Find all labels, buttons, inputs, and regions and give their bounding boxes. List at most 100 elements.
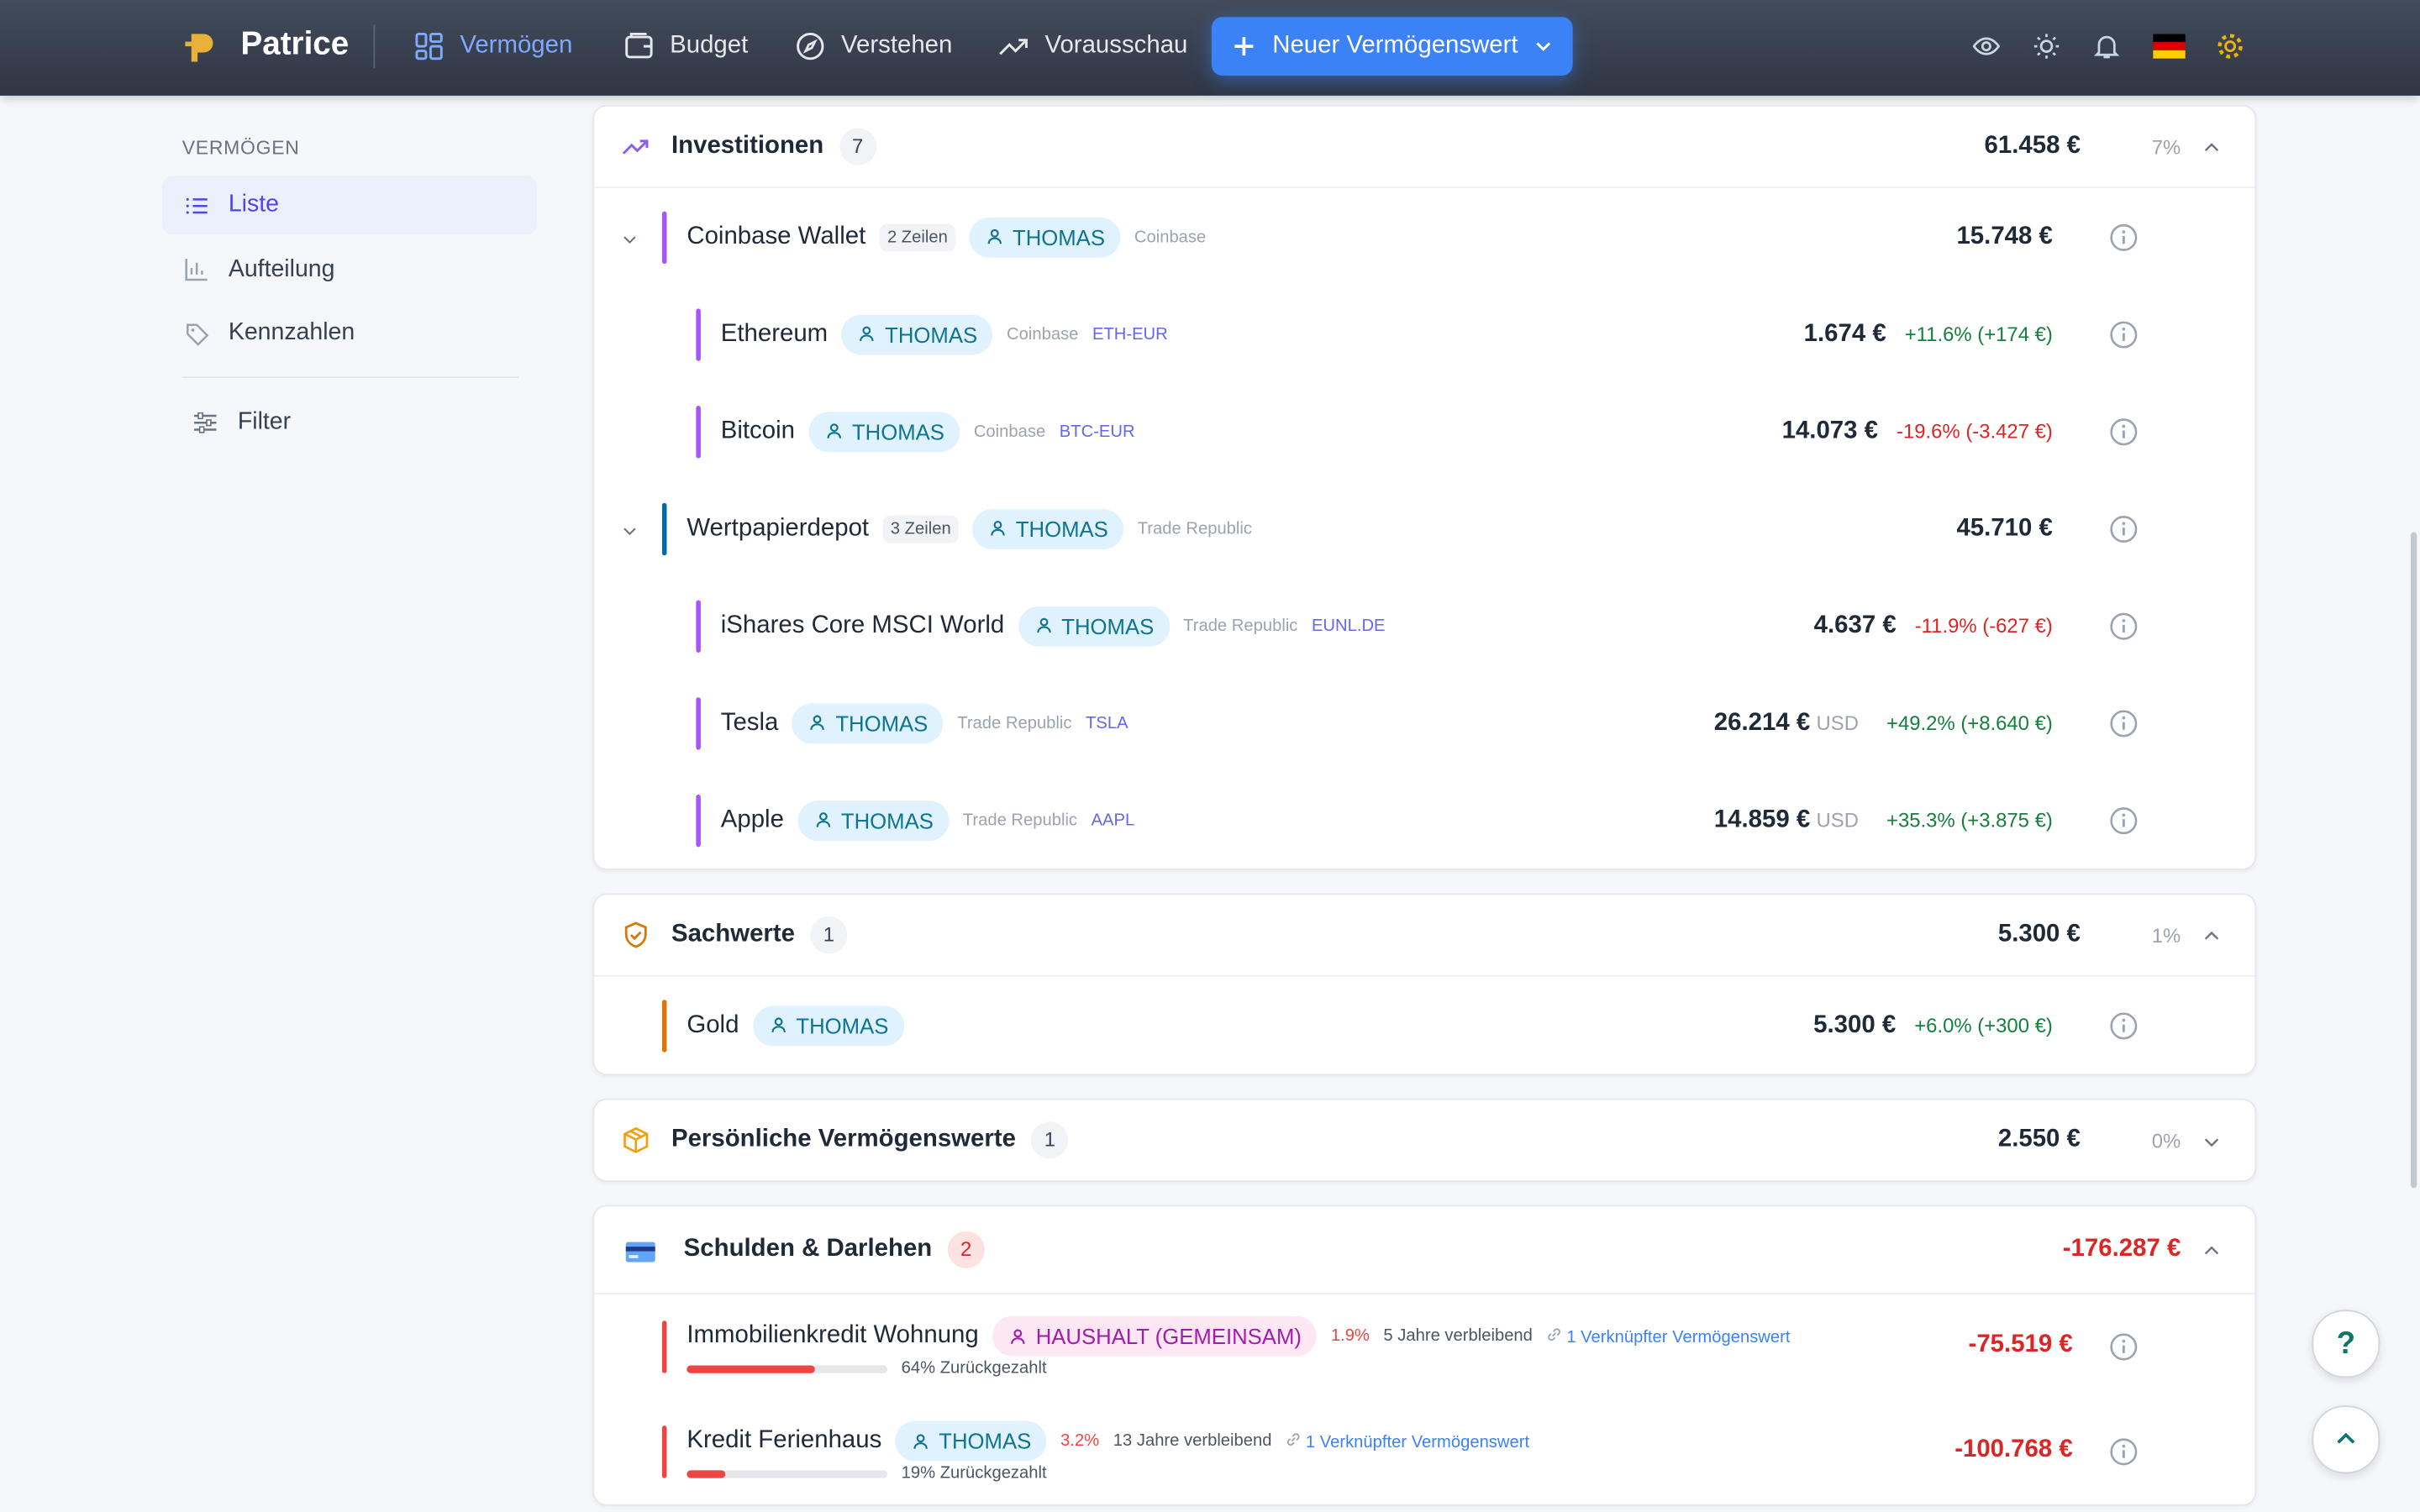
owner-pill[interactable]: THOMAS bbox=[1018, 605, 1170, 646]
nav-item[interactable]: Verstehen bbox=[795, 31, 952, 62]
top-bar: Patrice Vermögen Budget Verstehen Voraussch… bbox=[0, 0, 2420, 96]
ticker: EUNL.DE bbox=[1311, 616, 1386, 635]
notifications[interactable] bbox=[2093, 33, 2121, 60]
nav-item[interactable]: Vermögen bbox=[413, 31, 572, 62]
group-title: Investitionen 7 bbox=[671, 128, 876, 165]
person-icon bbox=[913, 1433, 929, 1448]
nav-icon bbox=[415, 32, 443, 60]
owner-pill[interactable]: THOMAS bbox=[969, 217, 1121, 257]
position-row[interactable]: Bitcoin THOMAS Coinbase BTC-EUR 14.073 € -19.… bbox=[594, 383, 2254, 480]
group-icon bbox=[622, 139, 649, 155]
value-block: 14.073 € -19.6% (-3.427 €) bbox=[1782, 417, 2053, 445]
group-share: 0% bbox=[2151, 1128, 2181, 1152]
position-color-bar bbox=[696, 307, 701, 360]
brand[interactable]: Patrice bbox=[240, 26, 350, 62]
owner-name: THOMAS bbox=[840, 807, 934, 832]
expand-toggle bbox=[623, 528, 636, 536]
owner-name: THOMAS bbox=[851, 418, 944, 444]
linked-asset[interactable]: 1 Verknüpfter Vermögenswert bbox=[1546, 1326, 1790, 1347]
language-flag[interactable] bbox=[2153, 34, 2186, 59]
filter[interactable]: Filter bbox=[170, 393, 544, 452]
debt-color-bar bbox=[661, 1425, 667, 1478]
new-asset-button[interactable]: Neuer Vermögenswert bbox=[1211, 17, 1573, 76]
change: +6.0% (+300 €) bbox=[1914, 1012, 2053, 1037]
account-color-bar bbox=[661, 501, 667, 555]
position-row[interactable]: Apple THOMAS Trade Republic AAPL 14.859 € USD… bbox=[594, 771, 2254, 869]
owner-pill[interactable]: THOMAS bbox=[972, 508, 1124, 549]
info-button bbox=[2110, 1012, 2138, 1040]
group-icon bbox=[625, 1242, 655, 1263]
change: +11.6% (+174 €) bbox=[1904, 321, 2053, 345]
person-icon bbox=[1011, 1328, 1025, 1344]
group-icon bbox=[623, 1126, 649, 1153]
owner-pill[interactable]: THOMAS bbox=[895, 1420, 1047, 1462]
sidebar-label: Aufteilung bbox=[228, 255, 335, 282]
info-button bbox=[2110, 1438, 2138, 1466]
group-title: Sachwerte 1 bbox=[671, 916, 848, 954]
settings[interactable] bbox=[2217, 33, 2244, 60]
nav-item[interactable]: Vorausschau bbox=[998, 31, 1187, 62]
owner-name: THOMAS bbox=[885, 321, 978, 347]
group-title-text: Investitionen bbox=[671, 132, 824, 160]
currency: USD bbox=[1816, 807, 1859, 832]
account-row[interactable]: Gold THOMAS 5.300 € +6.0% (+300 €) bbox=[594, 977, 2254, 1074]
debt-name: Kredit Ferienhaus bbox=[687, 1426, 882, 1454]
progress-label: 19% Zurückgezahlt bbox=[901, 1464, 1047, 1483]
person-icon bbox=[827, 423, 842, 438]
owner-pill[interactable]: THOMAS bbox=[808, 411, 960, 452]
owner-pill[interactable]: THOMAS bbox=[841, 313, 993, 354]
change: -11.9% (-627 €) bbox=[1914, 613, 2053, 637]
value-block: 4.637 € -11.9% (-627 €) bbox=[1814, 612, 2053, 639]
progress-label: 64% Zurückgezahlt bbox=[901, 1359, 1047, 1378]
scroll-top-button[interactable] bbox=[2312, 1405, 2381, 1474]
progress-fill bbox=[687, 1470, 725, 1478]
owner-pill[interactable]: THOMAS bbox=[792, 702, 944, 743]
linked-asset-label: 1 Verknüpfter Vermögenswert bbox=[1566, 1327, 1791, 1347]
chevron bbox=[1535, 42, 1550, 51]
owner-name: THOMAS bbox=[1061, 613, 1155, 638]
progress-track bbox=[687, 1470, 888, 1478]
expand-toggle bbox=[623, 236, 636, 244]
sidebar-item[interactable]: Kennzahlen bbox=[162, 304, 537, 363]
theme-toggle[interactable] bbox=[2033, 33, 2060, 60]
position-title: iShares Core MSCI World bbox=[720, 612, 1005, 638]
debt-row[interactable]: Immobilienkredit Wohnung HAUSHALT (GEMEIN… bbox=[594, 1294, 2254, 1399]
position-row[interactable]: iShares Core MSCI World THOMAS Trade Repub… bbox=[594, 577, 2254, 675]
account-row[interactable]: Coinbase Wallet 2 Zeilen THOMAS Coinbase 15.… bbox=[594, 188, 2254, 286]
group-count: 7 bbox=[839, 128, 876, 165]
ticker: ETH-EUR bbox=[1092, 324, 1168, 344]
position-name: Ethereum THOMAS Coinbase ETH-EUR bbox=[721, 313, 1168, 354]
group-header[interactable]: Investitionen 7 61.458 € 7% bbox=[594, 107, 2255, 189]
change: +49.2% (+8.640 €) bbox=[1886, 710, 2053, 734]
nav-item[interactable]: Budget bbox=[623, 31, 748, 62]
help-button[interactable]: ? bbox=[2312, 1310, 2381, 1378]
group-header[interactable]: Persönliche Vermögenswerte 1 2.550 € 0% bbox=[594, 1100, 2254, 1181]
owner-pill[interactable]: HAUSHALT (GEMEINSAM) bbox=[992, 1315, 1318, 1357]
institution: Coinbase bbox=[1134, 227, 1207, 246]
owner-pill[interactable]: THOMAS bbox=[797, 800, 950, 841]
position-row[interactable]: Ethereum THOMAS Coinbase ETH-EUR 1.674 € +11.… bbox=[594, 286, 2254, 383]
value-block: 14.859 € USD +35.3% (+3.875 €) bbox=[1714, 806, 2053, 834]
sidebar-item[interactable]: Liste bbox=[161, 176, 538, 235]
visibility-toggle[interactable] bbox=[1972, 33, 2001, 60]
new-asset-label: Neuer Vermögenswert bbox=[1272, 32, 1518, 59]
group-icon bbox=[624, 921, 647, 948]
debt-row[interactable]: Kredit Ferienhaus THOMAS 3.2% 13 Jahre verb… bbox=[594, 1399, 2254, 1504]
debt-color-bar bbox=[661, 1320, 667, 1373]
linked-asset[interactable]: 1 Verknüpfter Vermögenswert bbox=[1286, 1431, 1530, 1452]
owner-name: THOMAS bbox=[1012, 224, 1105, 249]
position-title: Bitcoin bbox=[720, 417, 795, 444]
position-name: Tesla THOMAS Trade Republic TSLA bbox=[721, 702, 1128, 743]
owner-pill[interactable]: THOMAS bbox=[752, 1005, 904, 1046]
collapse-toggle bbox=[2204, 931, 2219, 940]
group-header[interactable]: Sachwerte 1 5.300 € 1% bbox=[594, 895, 2255, 977]
position-row[interactable]: Tesla THOMAS Trade Republic TSLA 26.214 € USD… bbox=[594, 675, 2254, 772]
debt-value: -100.768 € bbox=[1954, 1436, 2073, 1463]
owner-name: THOMAS bbox=[796, 1012, 889, 1038]
linked-asset-label: 1 Verknüpfter Vermögenswert bbox=[1305, 1432, 1530, 1452]
group-header[interactable]: Schulden & Darlehen 2 -176.287 € bbox=[594, 1206, 2255, 1295]
info-button bbox=[2110, 612, 2138, 640]
value: 5.300 € bbox=[1813, 1011, 1897, 1038]
sidebar-item[interactable]: Aufteilung bbox=[162, 240, 537, 299]
account-row[interactable]: Wertpapierdepot 3 Zeilen THOMAS Trade Repub… bbox=[594, 480, 2254, 577]
